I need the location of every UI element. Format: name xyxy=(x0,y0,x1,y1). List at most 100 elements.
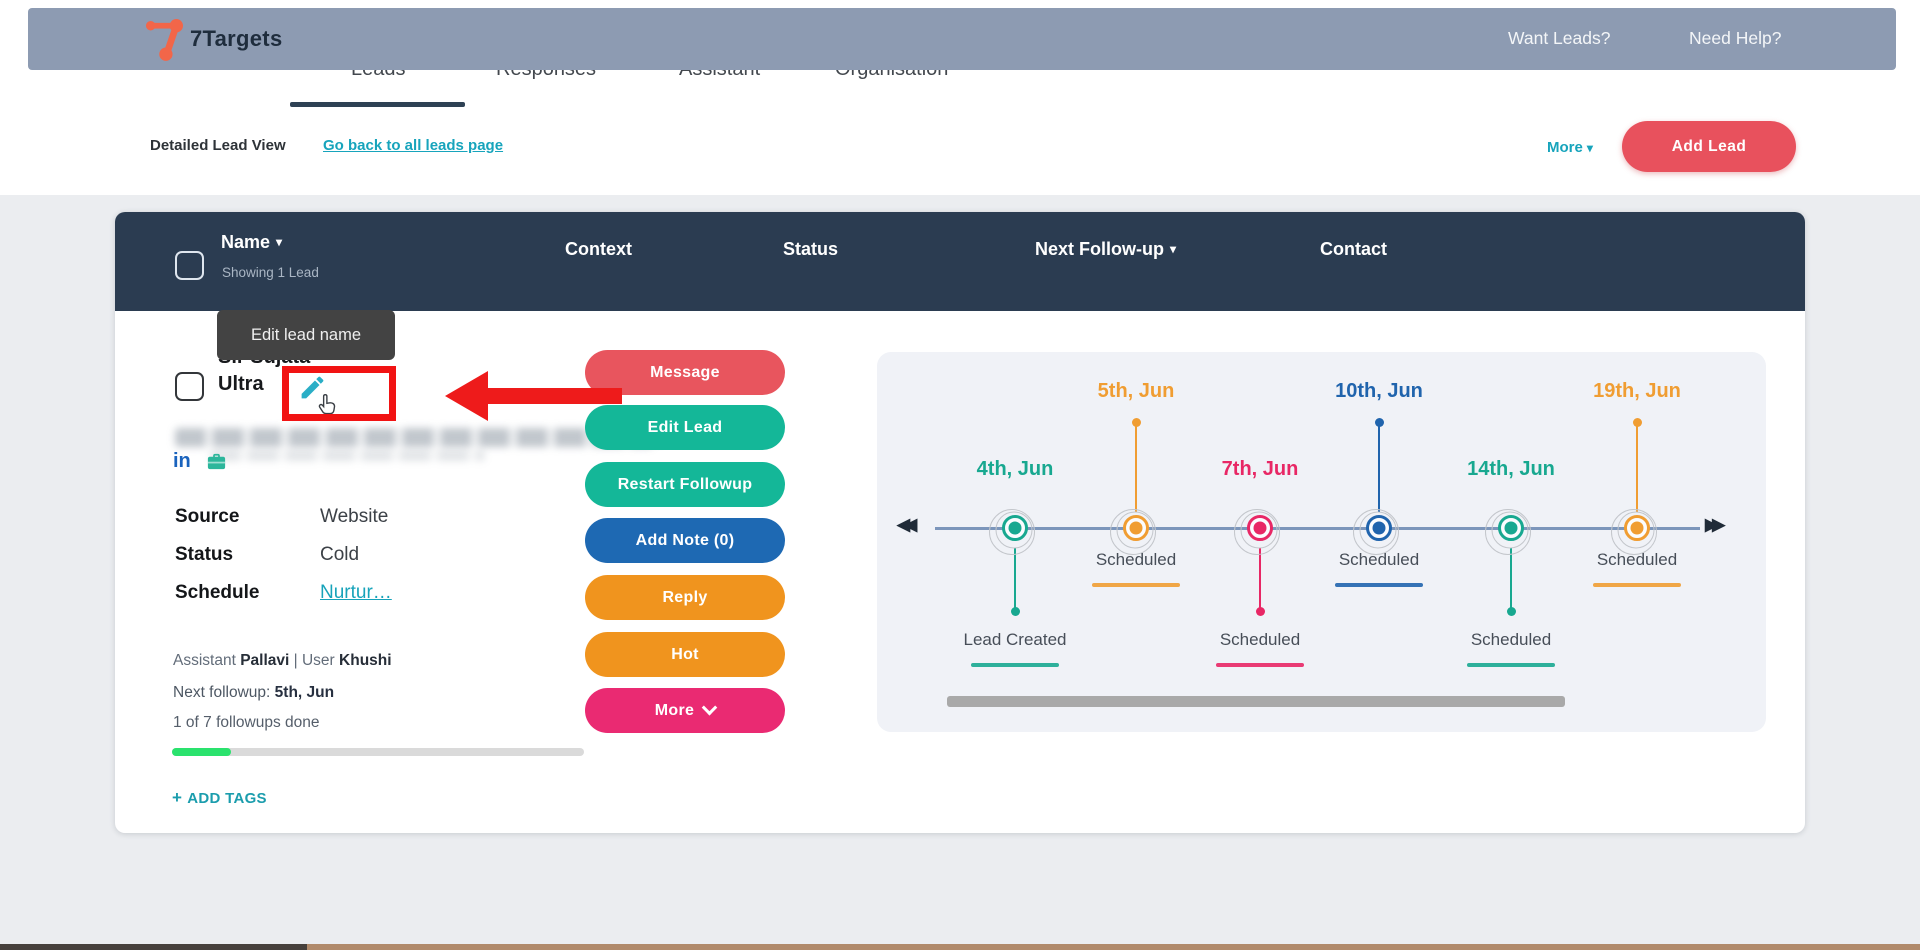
timeline-stem xyxy=(1014,548,1016,609)
page-title: Detailed Lead View xyxy=(150,137,286,154)
restart-followup-button[interactable]: Restart Followup xyxy=(585,462,785,507)
add-lead-button[interactable]: Add Lead xyxy=(1622,121,1796,172)
field-value: Website xyxy=(320,506,389,527)
timeline-stem-dot xyxy=(1132,418,1141,427)
timeline-event: 14th, Jun Scheduled xyxy=(1451,352,1571,732)
redacted-email-line2 xyxy=(210,450,485,461)
followup-progress-fill xyxy=(172,748,231,756)
need-help-link[interactable]: Need Help? xyxy=(1689,28,1782,48)
red-highlight-box xyxy=(282,366,396,421)
field-label: Schedule xyxy=(175,582,260,603)
timeline-status-label: Lead Created xyxy=(963,630,1067,649)
more-button[interactable]: More xyxy=(585,688,785,733)
assistant-user-line: Assistant Pallavi | User Khushi xyxy=(173,652,392,669)
timeline-date: 4th, Jun xyxy=(976,458,1054,480)
plus-icon: + xyxy=(172,788,183,807)
brand-name: 7Targets xyxy=(190,26,283,51)
followups-done-label: 1 of 7 followups done xyxy=(173,714,320,731)
timeline-scrollbar[interactable] xyxy=(947,696,1565,707)
contact-header: Contact xyxy=(1320,239,1387,259)
more-dropdown[interactable]: More ▾ xyxy=(1547,139,1593,156)
message-button[interactable]: Message xyxy=(585,350,785,395)
next-followup-line: Next followup: 5th, Jun xyxy=(173,684,335,701)
back-to-leads-link[interactable]: Go back to all leads page xyxy=(323,137,504,154)
timeline-event: 5th, Jun Scheduled xyxy=(1076,352,1196,732)
timeline-stem xyxy=(1636,426,1638,512)
list-header: Name ▾ Showing 1 Lead Context Status Next… xyxy=(115,212,1805,311)
lead-field-row: Source Website xyxy=(175,506,555,532)
want-leads-link[interactable]: Want Leads? xyxy=(1508,28,1611,48)
caret-down-icon: ▾ xyxy=(1170,242,1177,256)
timeline-stem xyxy=(1378,426,1380,512)
bottom-edge-strip xyxy=(0,944,1920,950)
reply-button[interactable]: Reply xyxy=(585,575,785,620)
rewind-icon[interactable]: ◀◀ xyxy=(897,515,917,534)
edit-lead-name-tooltip: Edit lead name xyxy=(217,310,395,360)
timeline-status-label: Scheduled xyxy=(1470,630,1552,649)
lead-field-row: Status Cold xyxy=(175,544,555,570)
timeline-status-underline xyxy=(971,663,1059,667)
timeline-stem xyxy=(1510,548,1512,609)
assistant-name: Pallavi xyxy=(240,652,290,669)
field-value[interactable]: Nurtur… xyxy=(320,582,392,603)
add-tags-button[interactable]: + ADD TAGS xyxy=(172,788,267,807)
timeline-stem-dot xyxy=(1507,607,1516,616)
followup-timeline-panel: ◀◀ ▶▶ 4th, Jun Lead Created 5th, Jun Sch… xyxy=(877,352,1766,732)
timeline-stem xyxy=(1135,426,1137,512)
lead-name-line2: Ultra xyxy=(218,373,264,395)
timeline-status-underline xyxy=(1467,663,1555,667)
edit-lead-button[interactable]: Edit Lead xyxy=(585,405,785,450)
timeline-status-underline xyxy=(1092,583,1180,587)
showing-count-label: Showing 1 Lead xyxy=(222,265,319,280)
timeline-status-underline xyxy=(1216,663,1304,667)
timeline-date: 19th, Jun xyxy=(1593,380,1681,402)
timeline-date: 10th, Jun xyxy=(1335,380,1423,402)
briefcase-icon[interactable] xyxy=(205,451,228,473)
red-arrow-annotation xyxy=(445,371,622,421)
timeline-status-label: Scheduled xyxy=(1095,550,1177,569)
timeline-event: 7th, Jun Scheduled xyxy=(1200,352,1320,732)
timeline-date: 14th, Jun xyxy=(1467,458,1555,480)
fast-forward-icon[interactable]: ▶▶ xyxy=(1705,515,1725,534)
lead-row-checkbox[interactable] xyxy=(175,372,204,401)
timeline-date: 7th, Jun xyxy=(1221,458,1299,480)
timeline-status-label: Scheduled xyxy=(1596,550,1678,569)
timeline-stem-dot xyxy=(1375,418,1384,427)
timeline-status-label: Scheduled xyxy=(1219,630,1301,649)
hot-button[interactable]: Hot xyxy=(585,632,785,677)
linkedin-icon[interactable]: in xyxy=(173,450,191,472)
active-tab-indicator xyxy=(290,102,465,107)
caret-down-icon: ▾ xyxy=(1586,141,1593,155)
field-label: Status xyxy=(175,544,234,565)
followup-progress-bar xyxy=(172,748,584,756)
timeline-stem-dot xyxy=(1256,607,1265,616)
add-note-0-button[interactable]: Add Note (0) xyxy=(585,518,785,563)
context-header: Context xyxy=(565,239,632,259)
field-label: Source xyxy=(175,506,240,527)
next-followup-sort-header[interactable]: Next Follow-up ▾ xyxy=(1035,239,1177,259)
edit-lead-name-pencil-icon[interactable] xyxy=(298,373,327,402)
timeline-event: 19th, Jun Scheduled xyxy=(1577,352,1697,732)
cursor-hand-icon xyxy=(318,394,336,415)
user-name: Khushi xyxy=(339,652,392,669)
caret-down-icon: ▾ xyxy=(276,235,283,249)
name-sort-header[interactable]: Name ▾ xyxy=(221,232,283,252)
topbar: 7Targets Want Leads? Need Help? xyxy=(28,8,1896,70)
brand-logo: 7Targets xyxy=(145,17,282,61)
timeline-status-underline xyxy=(1593,583,1681,587)
timeline-stem-dot xyxy=(1011,607,1020,616)
select-all-checkbox[interactable] xyxy=(175,251,204,280)
timeline-stem-dot xyxy=(1633,418,1642,427)
status-header: Status xyxy=(783,239,839,259)
redacted-email xyxy=(175,428,653,447)
lead-card: Name ▾ Showing 1 Lead Context Status Next… xyxy=(115,212,1805,833)
timeline-event: 4th, Jun Lead Created xyxy=(955,352,1075,732)
timeline-axis xyxy=(935,527,1700,530)
lead-field-row: Schedule Nurtur… xyxy=(175,582,555,608)
next-followup-date: 5th, Jun xyxy=(274,684,335,701)
timeline-stem xyxy=(1259,548,1261,609)
timeline-status-label: Scheduled xyxy=(1338,550,1420,569)
timeline-date: 5th, Jun xyxy=(1097,380,1175,402)
chevron-down-icon xyxy=(701,699,718,716)
field-value: Cold xyxy=(320,544,360,565)
